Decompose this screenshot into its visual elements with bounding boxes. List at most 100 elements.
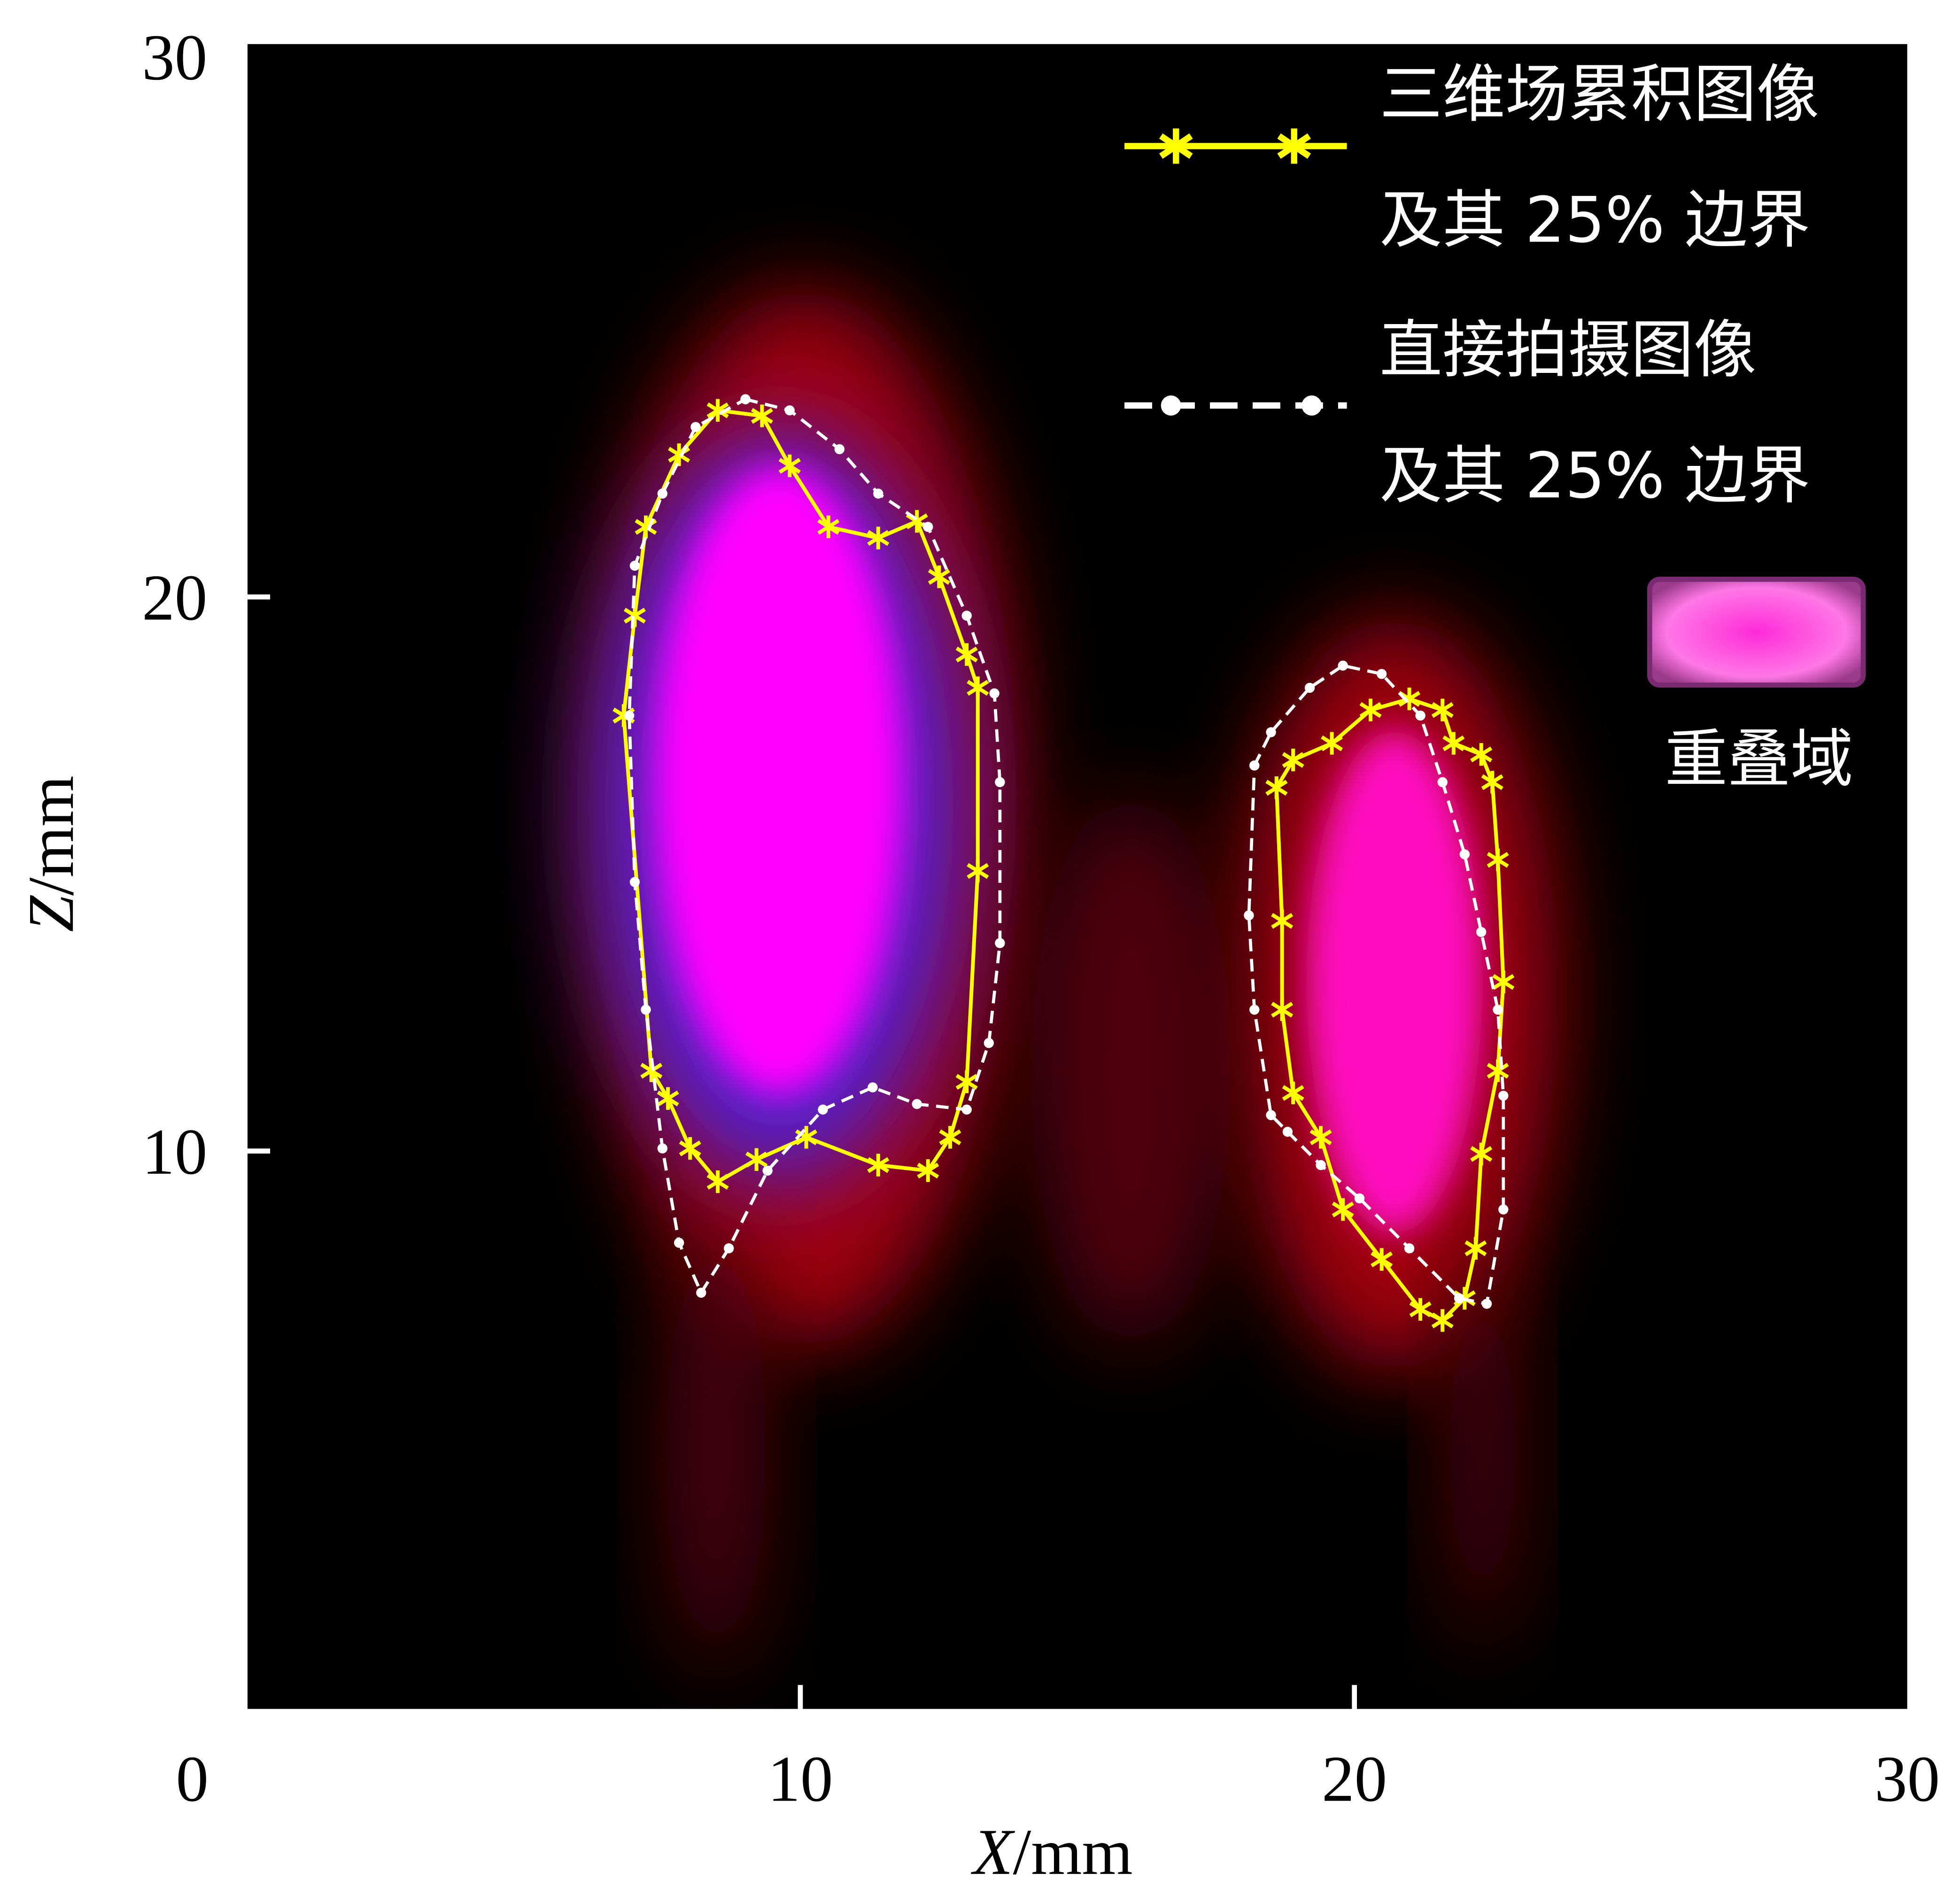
star-marker xyxy=(967,859,989,883)
star-marker xyxy=(1487,848,1509,871)
x-axis-label: X/mm xyxy=(971,1816,1133,1889)
dot-marker xyxy=(984,1037,994,1048)
star-marker xyxy=(1309,1126,1332,1149)
legend-series1-star-icon xyxy=(1159,128,1193,164)
star-marker xyxy=(657,1087,679,1110)
star-marker xyxy=(1271,909,1294,932)
dot-marker xyxy=(1404,1243,1415,1254)
dot-marker xyxy=(696,1287,706,1298)
star-marker xyxy=(1332,1198,1354,1221)
x-tick-label: 30 xyxy=(1875,1743,1940,1815)
star-marker xyxy=(867,526,890,550)
dot-marker xyxy=(868,1082,878,1092)
dot-marker xyxy=(834,444,845,455)
dot-marker xyxy=(995,777,1005,788)
dot-marker xyxy=(961,611,972,621)
star-marker xyxy=(1265,776,1288,799)
legend-series1-line2: 及其 25% 边界 xyxy=(1379,184,1810,257)
dot-marker xyxy=(989,688,999,699)
legend-series2-line1: 直接拍摄图像 xyxy=(1379,313,1756,387)
dot-marker xyxy=(923,522,933,532)
dot-marker xyxy=(1316,1160,1326,1170)
dot-marker xyxy=(629,560,640,571)
dot-marker xyxy=(1481,1299,1492,1309)
dot-marker xyxy=(873,488,883,499)
star-marker xyxy=(745,1148,768,1171)
dot-marker xyxy=(961,1104,972,1115)
star-marker xyxy=(928,565,950,588)
legend-overlap-label: 重叠域 xyxy=(1665,722,1853,796)
dot-marker xyxy=(1459,849,1470,859)
red-glow-center xyxy=(1030,793,1232,1348)
star-marker xyxy=(917,1159,939,1182)
dot-marker xyxy=(1249,1005,1260,1015)
magenta-core-right xyxy=(1307,730,1483,1234)
legend-series2-dot-icon xyxy=(1302,395,1322,416)
legend-overlap-swatch xyxy=(1647,577,1866,688)
dot-marker xyxy=(912,1099,922,1109)
star-marker xyxy=(1492,970,1515,993)
legend-series1-star-icon xyxy=(1277,128,1311,164)
star-marker xyxy=(955,1070,978,1093)
dot-marker xyxy=(1454,1293,1464,1303)
star-marker xyxy=(706,1170,729,1193)
star-marker xyxy=(1282,748,1304,772)
dot-marker xyxy=(762,1165,773,1176)
dot-marker xyxy=(1266,727,1276,737)
legend-series2-line2: 及其 25% 边界 xyxy=(1379,439,1810,512)
star-marker xyxy=(1431,698,1454,721)
dot-marker xyxy=(690,422,701,432)
dot-marker xyxy=(641,1005,651,1015)
star-marker xyxy=(1487,1059,1509,1082)
dot-marker xyxy=(784,405,795,416)
red-tail-right xyxy=(1445,1246,1520,1650)
star-marker xyxy=(967,676,989,699)
dot-marker xyxy=(657,1143,668,1154)
legend: 三维场累积图像 及其 25% 边界 直接拍摄图像 及其 25% 边界 重叠域 xyxy=(1124,58,1866,796)
dot-marker xyxy=(1437,777,1448,788)
dot-marker xyxy=(1415,710,1425,721)
star-marker xyxy=(751,404,773,427)
legend-series2-dot-icon xyxy=(1161,395,1181,416)
star-marker xyxy=(679,1137,701,1160)
star-marker xyxy=(1470,1142,1493,1166)
dot-marker xyxy=(1498,1091,1509,1101)
dot-marker xyxy=(1354,1193,1365,1204)
dot-marker xyxy=(1376,669,1387,679)
star-marker xyxy=(939,1126,961,1149)
red-tail-left xyxy=(666,1221,767,1675)
dot-marker xyxy=(629,877,640,887)
intensity-field xyxy=(590,289,1558,1675)
y-tick-label: 30 xyxy=(142,22,207,94)
star-marker xyxy=(1282,1081,1304,1105)
star-marker xyxy=(1321,732,1343,755)
star-marker xyxy=(867,1154,890,1177)
y-axis-label: Z/mm xyxy=(15,775,87,932)
dot-marker xyxy=(724,1243,734,1254)
dot-marker xyxy=(1476,927,1487,937)
star-marker xyxy=(668,443,690,466)
dot-marker xyxy=(1266,1110,1276,1121)
star-marker xyxy=(817,515,840,538)
star-marker xyxy=(1470,743,1493,766)
dot-marker xyxy=(1498,1204,1509,1215)
dot-marker xyxy=(674,1238,684,1248)
dot-marker xyxy=(1249,760,1260,771)
star-marker xyxy=(1271,998,1294,1021)
direct-image-boundary-line xyxy=(1247,664,1505,1306)
dot-marker xyxy=(1304,682,1315,693)
star-marker xyxy=(1464,1237,1487,1260)
star-marker xyxy=(1442,732,1465,755)
dot-marker xyxy=(1338,660,1348,671)
dot-marker xyxy=(657,488,668,499)
dot-marker xyxy=(1282,1127,1293,1137)
dot-marker xyxy=(1493,1005,1503,1015)
magenta-core-left xyxy=(653,466,905,1096)
y-tick-label: 10 xyxy=(142,1116,207,1188)
x-tick-label: 0 xyxy=(176,1743,209,1815)
star-marker xyxy=(1359,698,1382,721)
dot-marker xyxy=(740,394,751,404)
star-marker xyxy=(1371,1248,1393,1271)
y-tick-label: 20 xyxy=(142,562,207,634)
